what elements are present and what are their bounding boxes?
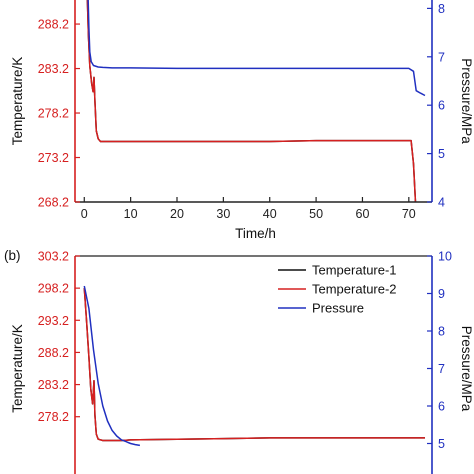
y2-tick-label: 5 <box>438 437 445 451</box>
y2-tick-label: 6 <box>438 400 445 414</box>
y2-tick-label: 4 <box>438 196 445 210</box>
y-tick-label: 268.2 <box>38 196 69 210</box>
x-axis-title: Time/h <box>235 226 276 241</box>
y-axis-title: Temperature/K <box>10 57 25 146</box>
plot-area-panel-1 <box>83 285 425 447</box>
y-tick-label: 288.2 <box>38 18 69 32</box>
y-tick-label: 273.2 <box>38 151 69 165</box>
y-tick-label: 283.2 <box>38 378 69 392</box>
series-line-temperature-2-panel-1 <box>83 288 425 442</box>
legend-label: Temperature-2 <box>312 282 397 297</box>
y2-tick-label: 7 <box>438 50 445 64</box>
x-tick-label: 0 <box>81 207 88 221</box>
series-line-temperature-2-panel-0 <box>86 0 417 202</box>
y-tick-label: 293.2 <box>38 314 69 328</box>
y2-axis-title: Pressure/MPa <box>459 58 474 144</box>
y-tick-label: 288.2 <box>38 346 69 360</box>
series-line-pressure-panel-1 <box>83 285 141 447</box>
x-tick-label: 50 <box>309 207 323 221</box>
x-tick-label: 40 <box>263 207 277 221</box>
y-tick-label: 303.2 <box>38 250 69 264</box>
y-tick-label: 283.2 <box>38 62 69 76</box>
legend-label: Temperature-1 <box>312 263 397 278</box>
y-tick-label: 278.2 <box>38 107 69 121</box>
panel-label: (b) <box>4 248 21 263</box>
y2-tick-label: 5 <box>438 147 445 161</box>
y2-tick-label: 7 <box>438 362 445 376</box>
y-tick-label: 298.2 <box>38 282 69 296</box>
plot-area-panel-0 <box>86 0 426 202</box>
y-tick-label: 278.2 <box>38 410 69 424</box>
y2-tick-label: 6 <box>438 99 445 113</box>
y2-tick-label: 9 <box>438 287 445 301</box>
y2-tick-label: 8 <box>438 325 445 339</box>
y2-tick-label: 10 <box>438 250 452 264</box>
series-line-temperature-1-panel-1 <box>83 288 425 442</box>
legend-label: Pressure <box>312 301 364 316</box>
y2-axis-title: Pressure/MPa <box>459 326 474 412</box>
x-tick-label: 60 <box>356 207 370 221</box>
series-line-temperature-1-panel-0 <box>86 0 417 202</box>
y-axis-title: Temperature/K <box>10 324 25 413</box>
x-tick-label: 70 <box>402 207 416 221</box>
series-line-pressure-panel-0 <box>87 0 426 97</box>
x-tick-label: 30 <box>216 207 230 221</box>
x-tick-label: 20 <box>170 207 184 221</box>
x-tick-label: 10 <box>124 207 138 221</box>
y2-tick-label: 8 <box>438 2 445 16</box>
